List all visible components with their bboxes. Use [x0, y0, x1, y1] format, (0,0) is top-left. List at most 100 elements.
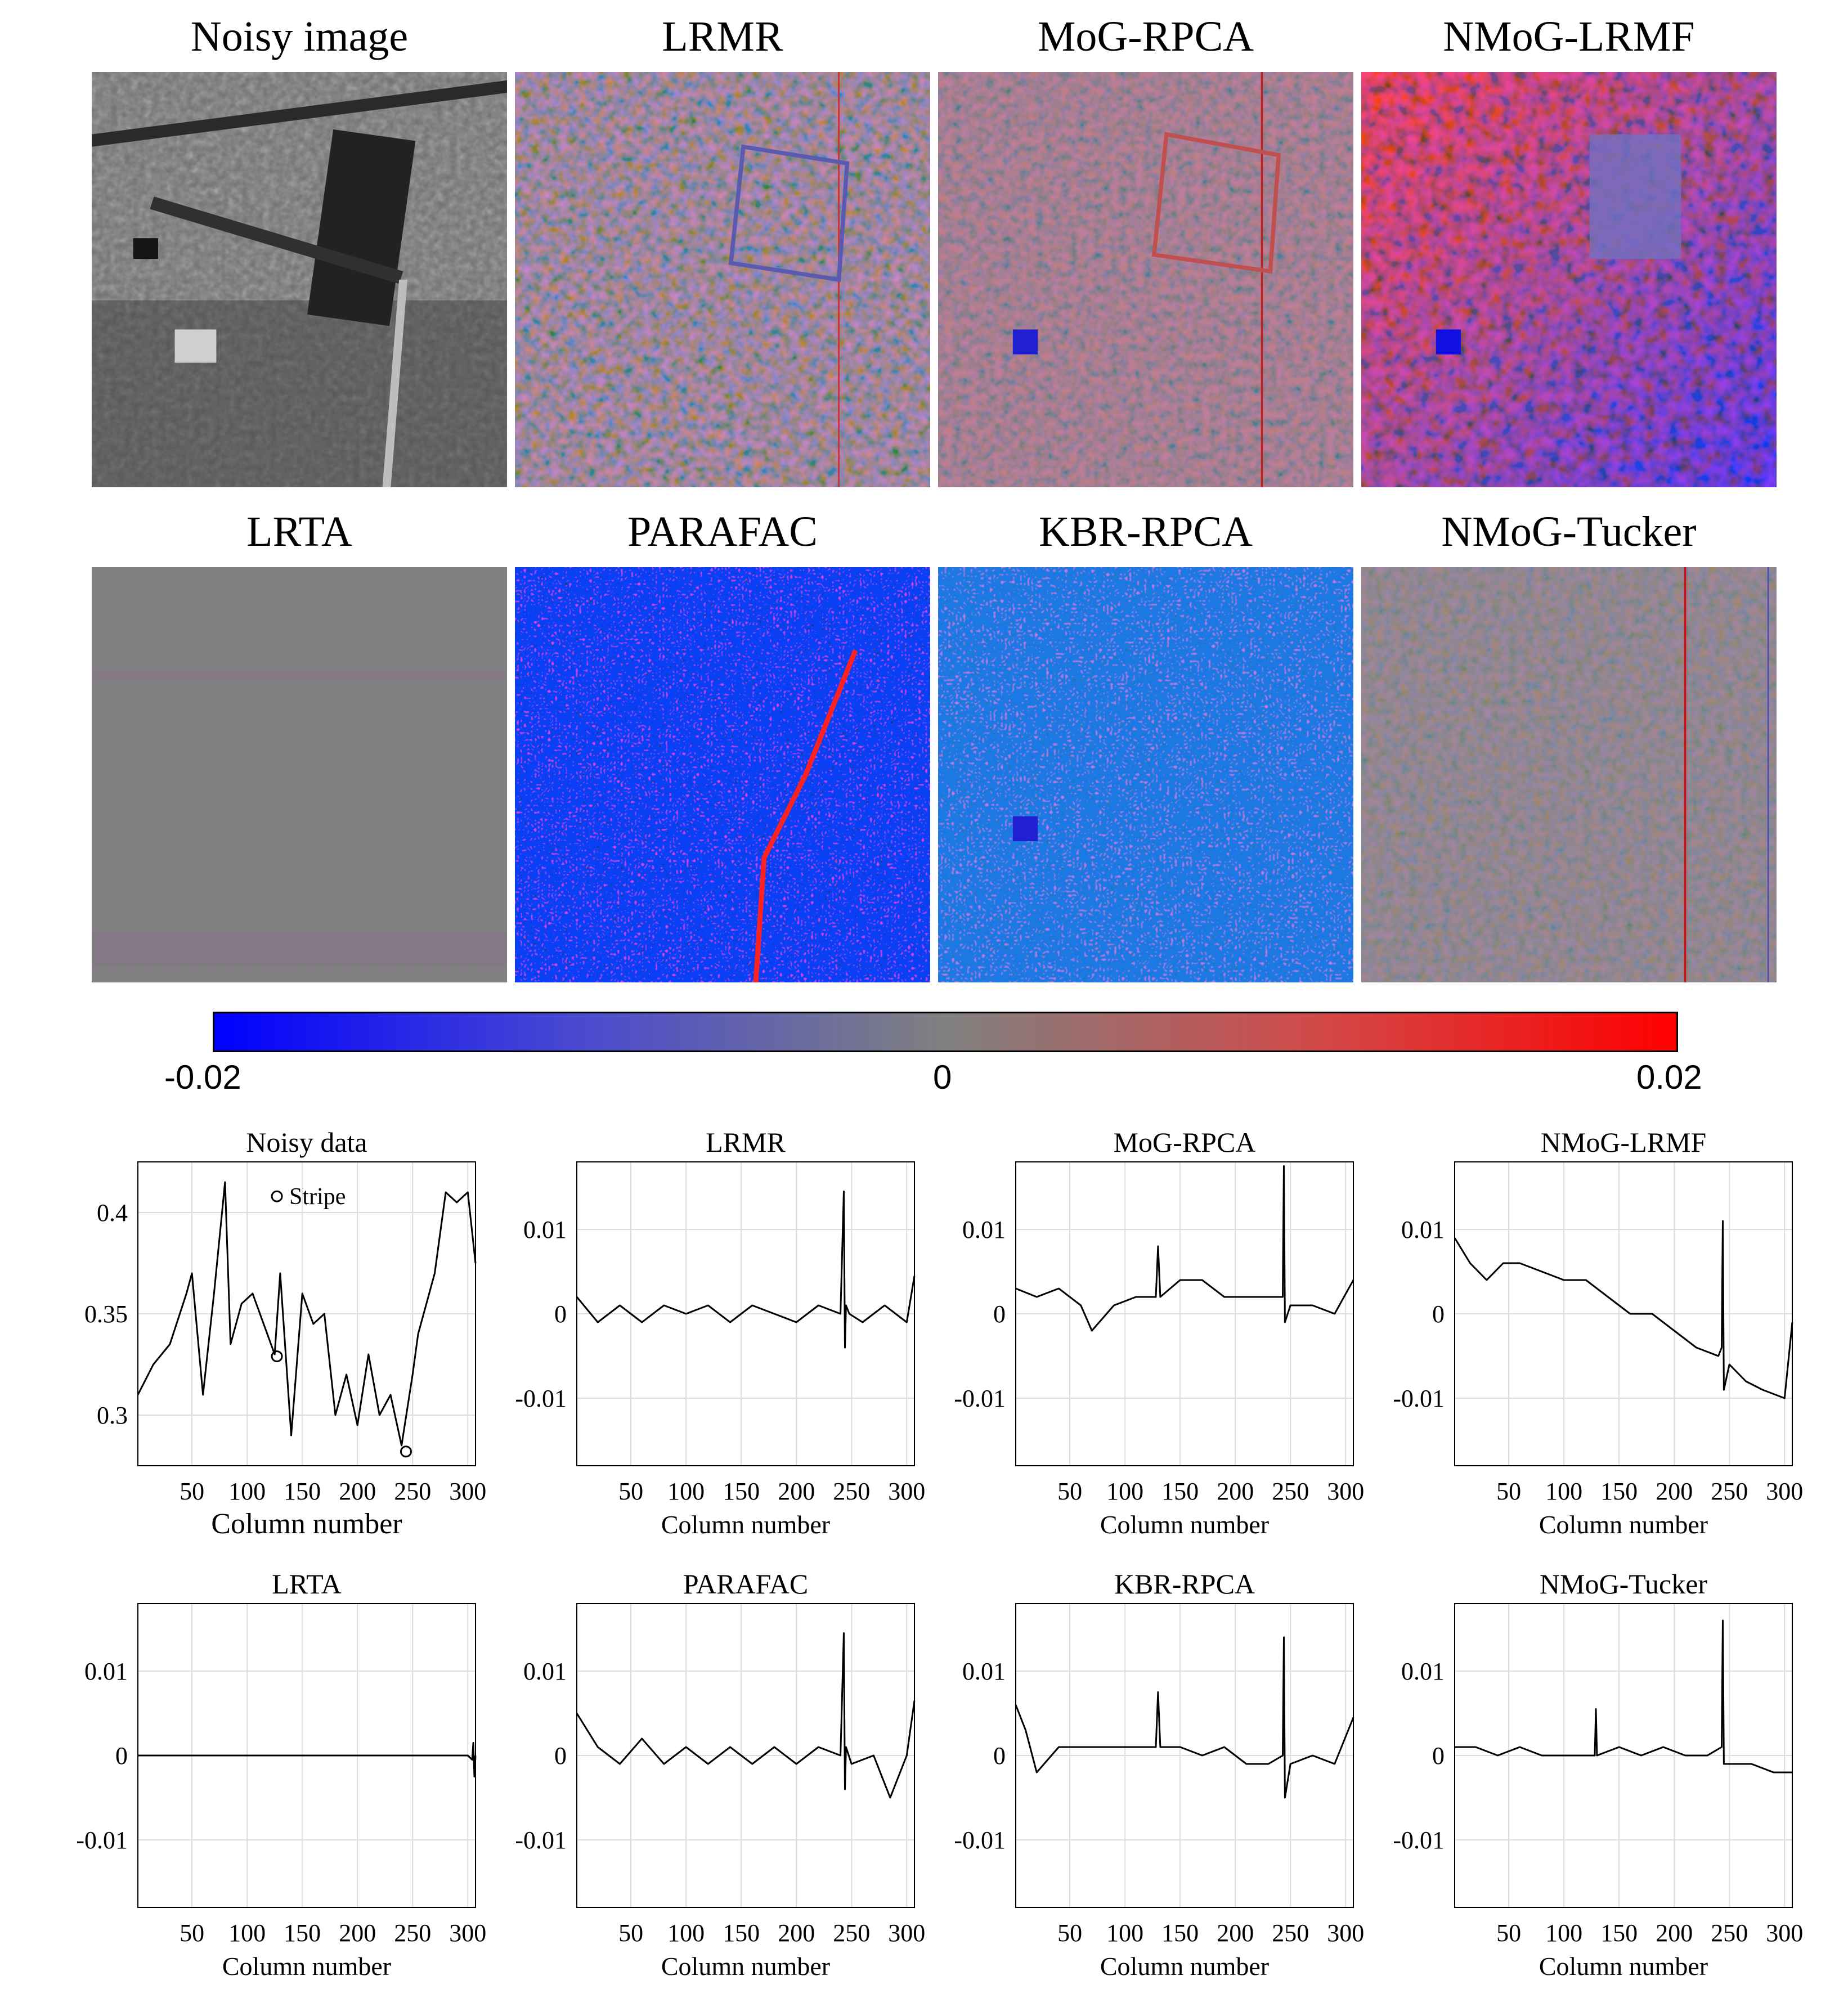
plot-title: MoG-RPCA	[1114, 1126, 1256, 1158]
series-line	[138, 1742, 477, 1777]
y-tick-label: 0.01	[1401, 1658, 1445, 1685]
x-tick-label: 250	[1711, 1478, 1748, 1505]
x-tick-label: 250	[394, 1919, 431, 1947]
x-tick-label: 200	[339, 1478, 376, 1505]
x-axis-label: Column number	[211, 1508, 402, 1540]
image-title-kbr-rpca: KBR-RPCA	[1038, 508, 1253, 555]
series-line	[1015, 1636, 1354, 1799]
series-line	[576, 1191, 916, 1349]
y-tick-label: 0.3	[97, 1402, 128, 1429]
y-tick-label: 0.35	[84, 1300, 128, 1328]
x-tick-label: 150	[1161, 1919, 1199, 1947]
x-tick-label: 50	[1496, 1919, 1521, 1947]
x-axis-label: Column number	[1100, 1510, 1269, 1539]
plot-frame	[1015, 1603, 1354, 1908]
x-axis-label: Column number	[661, 1952, 830, 1981]
y-tick-label: 0	[115, 1742, 128, 1770]
image-lrmr	[515, 72, 930, 487]
x-axis-label: Column number	[222, 1952, 391, 1981]
image-lrta	[92, 567, 507, 982]
x-tick-label: 100	[667, 1478, 705, 1505]
image-title-parafac: PARAFAC	[627, 508, 818, 555]
colorbar-min-label: -0.02	[164, 1058, 241, 1096]
series-line	[1455, 1619, 1792, 1773]
x-tick-label: 50	[618, 1919, 643, 1947]
y-tick-label: 0.4	[97, 1199, 128, 1227]
image-title-lrmr: LRMR	[662, 13, 783, 60]
x-tick-label: 300	[1327, 1919, 1364, 1947]
y-tick-label: 0.01	[1401, 1216, 1445, 1243]
x-axis-label: Column number	[1100, 1952, 1269, 1981]
colorbar	[213, 1012, 1678, 1052]
image-title-nmog-tucker: NMoG-Tucker	[1441, 508, 1697, 555]
x-tick-label: 200	[778, 1919, 815, 1947]
x-tick-label: 100	[1106, 1478, 1143, 1505]
x-tick-label: 150	[284, 1478, 321, 1505]
y-tick-label: 0	[554, 1300, 567, 1328]
x-tick-label: 100	[228, 1478, 266, 1505]
y-tick-label: 0.01	[523, 1658, 567, 1685]
x-tick-label: 250	[833, 1478, 870, 1505]
x-tick-label: 150	[1161, 1478, 1199, 1505]
series-line	[576, 1632, 916, 1799]
legend-label: Stripe	[289, 1184, 346, 1210]
y-tick-label: 0	[554, 1742, 567, 1770]
x-tick-label: 150	[1600, 1478, 1638, 1505]
image-kbr-rpca	[938, 567, 1353, 982]
x-tick-label: 250	[394, 1478, 431, 1505]
x-axis-label: Column number	[1539, 1510, 1708, 1539]
x-tick-label: 250	[1711, 1919, 1748, 1947]
x-tick-label: 150	[284, 1919, 321, 1947]
x-tick-label: 250	[1272, 1478, 1309, 1505]
x-tick-label: 300	[1766, 1478, 1803, 1505]
y-tick-label: 0.01	[962, 1658, 1006, 1685]
x-tick-label: 50	[180, 1919, 204, 1947]
y-tick-label: -0.01	[954, 1385, 1006, 1412]
x-tick-label: 200	[1217, 1478, 1254, 1505]
series-line	[137, 1181, 477, 1447]
x-tick-label: 300	[449, 1478, 486, 1505]
image-nmog-lrmf	[1361, 72, 1777, 487]
x-tick-label: 50	[1057, 1919, 1082, 1947]
plot-title: LRTA	[272, 1568, 342, 1600]
y-tick-label: 0	[1432, 1742, 1445, 1770]
x-tick-label: 250	[1272, 1919, 1309, 1947]
y-tick-label: 0	[993, 1300, 1006, 1328]
plot-frame	[1454, 1603, 1793, 1908]
y-tick-label: -0.01	[515, 1385, 567, 1412]
stripe-marker	[271, 1350, 283, 1363]
plot-title: KBR-RPCA	[1114, 1568, 1255, 1600]
x-tick-label: 100	[228, 1919, 266, 1947]
image-nmog-tucker	[1361, 567, 1777, 982]
series-line	[1015, 1165, 1354, 1332]
colorbar-mid-label: 0	[933, 1058, 952, 1096]
plot-frame	[576, 1603, 915, 1908]
x-tick-label: 150	[723, 1919, 760, 1947]
series-line	[1454, 1220, 1793, 1399]
x-tick-label: 200	[339, 1919, 376, 1947]
image-mog-rpca	[938, 72, 1353, 487]
y-tick-label: -0.01	[1393, 1826, 1445, 1854]
x-tick-label: 300	[449, 1919, 486, 1947]
plot-frame	[1454, 1161, 1793, 1466]
colorbar-max-label: 0.02	[1636, 1058, 1702, 1096]
x-tick-label: 300	[888, 1919, 925, 1947]
y-tick-label: 0.01	[523, 1216, 567, 1243]
x-tick-label: 300	[1327, 1478, 1364, 1505]
image-title-mog-rpca: MoG-RPCA	[1037, 13, 1254, 60]
image-parafac	[515, 567, 930, 982]
plot-frame	[576, 1161, 915, 1466]
x-tick-label: 200	[1656, 1919, 1693, 1947]
x-axis-label: Column number	[661, 1510, 830, 1539]
plot-frame	[1015, 1161, 1354, 1466]
plot-title: LRMR	[706, 1126, 786, 1158]
x-tick-label: 50	[180, 1478, 204, 1505]
image-title-noisy: Noisy image	[190, 13, 409, 60]
y-tick-label: 0	[993, 1742, 1006, 1770]
x-tick-label: 50	[618, 1478, 643, 1505]
x-tick-label: 300	[888, 1478, 925, 1505]
x-tick-label: 200	[778, 1478, 815, 1505]
y-tick-label: -0.01	[76, 1826, 128, 1854]
y-tick-label: -0.01	[954, 1826, 1006, 1854]
